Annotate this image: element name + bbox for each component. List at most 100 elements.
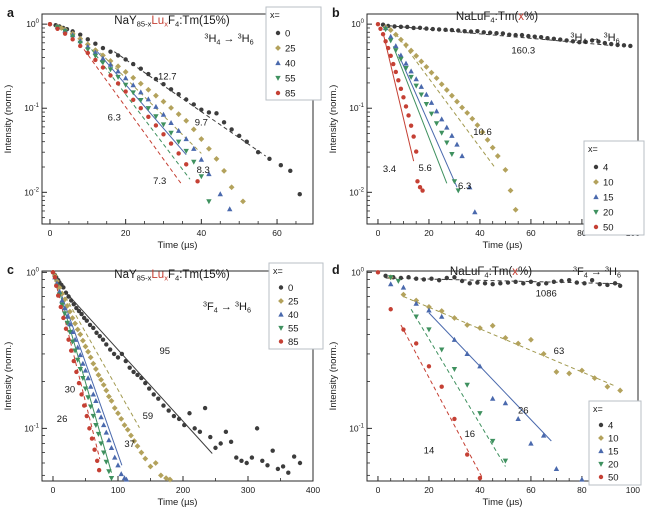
transition-label: 3H4 → 3H6 xyxy=(570,30,619,45)
panel-title: NaY85-xLuxF4:Tm(15%) xyxy=(114,15,230,29)
legend-item-20: 20 xyxy=(593,208,614,219)
y-tick-label: 10-1 xyxy=(24,103,39,113)
panel-letter: d xyxy=(332,263,340,277)
plot-frame xyxy=(41,270,314,482)
lifetime-label: 10.6 xyxy=(473,127,492,138)
series-x25 xyxy=(52,272,173,483)
x-tick-label: 300 xyxy=(241,485,255,495)
plot-frame xyxy=(366,13,639,225)
legend-item-label: 4 xyxy=(603,163,608,174)
x-tick-label: 60 xyxy=(272,228,282,238)
x-tick-label: 20 xyxy=(121,228,131,238)
lifetime-label: 5.6 xyxy=(419,163,432,174)
x-tick-label: 20 xyxy=(424,228,434,238)
legend-header: x= xyxy=(270,10,280,20)
y-tick-label: 100 xyxy=(351,19,364,29)
legend-item-label: 4 xyxy=(608,421,613,432)
fit-line xyxy=(61,290,140,428)
legend-item-25: 25 xyxy=(278,297,299,308)
legend-box xyxy=(588,400,642,486)
fit-line xyxy=(95,47,202,154)
legend-header: x= xyxy=(273,266,283,276)
x-tick-label: 80 xyxy=(577,485,587,495)
panel-title: NaLuF4:Tm(x%) xyxy=(456,11,538,25)
legend-item-label: 10 xyxy=(603,178,614,189)
x-tick-label: 0 xyxy=(51,485,56,495)
x-tick-label: 40 xyxy=(475,485,485,495)
fit-line xyxy=(382,32,415,162)
x-tick-label: 40 xyxy=(197,228,207,238)
legend-item-label: 50 xyxy=(608,473,619,484)
fit-line xyxy=(397,53,458,188)
legend-item-4: 4 xyxy=(598,421,613,432)
legend: x= 4 10 15 20 50 xyxy=(588,400,642,486)
lifetime-label: 1086 xyxy=(536,289,557,300)
series-x55 xyxy=(52,275,115,482)
legend-item-10: 10 xyxy=(598,434,619,445)
lifetime-label: 9.7 xyxy=(195,118,208,129)
legend-item-15: 15 xyxy=(593,193,614,204)
legend-item-label: 55 xyxy=(288,324,299,335)
axes: 0 20 40 60 80 100 100 10-1 xyxy=(349,267,640,495)
series-x50 xyxy=(375,21,425,193)
legend-item-label: 20 xyxy=(603,208,614,219)
series-x20 xyxy=(388,275,509,464)
fit-line xyxy=(114,51,266,157)
legend-item-40: 40 xyxy=(278,310,299,321)
y-axis-title: Intensity (norm.) xyxy=(328,85,339,154)
y-tick-label: 100 xyxy=(351,267,364,277)
x-tick-label: 0 xyxy=(376,485,381,495)
x-tick-label: 80 xyxy=(577,228,587,238)
legend-item-label: 40 xyxy=(288,310,299,321)
legend-item-55: 55 xyxy=(278,324,299,335)
fit-line xyxy=(403,296,616,387)
lifetime-label: 30 xyxy=(65,384,76,395)
y-tick-label: 100 xyxy=(26,267,39,277)
legend-item-0: 0 xyxy=(278,283,293,294)
panel-letter: c xyxy=(7,263,14,277)
lifetime-label: 12.7 xyxy=(158,71,177,82)
plot-frame xyxy=(41,13,314,225)
series-x40 xyxy=(52,274,130,482)
legend-box xyxy=(268,262,324,350)
legend-item-label: 0 xyxy=(288,283,293,294)
x-tick-label: 0 xyxy=(48,228,53,238)
lifetime-label: 6.3 xyxy=(108,113,121,124)
fit-line xyxy=(64,290,213,454)
fit-line xyxy=(83,49,183,186)
legend-item-20: 20 xyxy=(598,460,619,471)
legend-item-10: 10 xyxy=(593,178,614,189)
lifetime-label: 6.3 xyxy=(458,181,471,192)
series-x85 xyxy=(50,270,102,473)
series-x10 xyxy=(387,274,624,394)
legend: x= 0 25 40 55 85 xyxy=(268,262,324,350)
legend-item-label: 20 xyxy=(608,460,619,471)
transition-label: 3H4 → 3H6 xyxy=(204,31,253,46)
x-axis-title: Time (µs) xyxy=(158,240,198,251)
panel-a: 0 20 40 60 100 10-1 10-2 12.7 9.7 8.3 7.3 6.3 x= 0 25 4… xyxy=(3,6,322,251)
fit-line xyxy=(400,324,483,479)
x-tick-label: 60 xyxy=(526,485,536,495)
lifetime-label: 95 xyxy=(160,346,171,357)
lifetime-label: 63 xyxy=(554,346,565,357)
transition-label: 3F4 → 3H6 xyxy=(203,299,251,314)
legend-item-85: 85 xyxy=(278,337,299,348)
legend-item-50: 50 xyxy=(593,223,614,234)
legend-item-50: 50 xyxy=(598,473,619,484)
panel-title: NaY85-xLuxF4:Tm(15%) xyxy=(114,269,230,283)
legend-header: x= xyxy=(593,404,603,414)
plot-frame xyxy=(366,270,639,482)
panel-d: 0 20 40 60 80 100 100 10-1 1086 63 26 16 14 x= 4 10 15 20… xyxy=(328,263,642,508)
legend-item-label: 10 xyxy=(608,434,619,445)
x-tick-label: 100 xyxy=(111,485,125,495)
fit-line xyxy=(392,46,448,184)
legend-item-25: 25 xyxy=(275,44,296,55)
y-tick-label: 10-1 xyxy=(349,103,364,113)
legend-box xyxy=(265,6,322,101)
legend-item-15: 15 xyxy=(598,447,619,458)
panel-letter: b xyxy=(332,6,340,20)
legend-item-55: 55 xyxy=(275,74,296,85)
series-x15 xyxy=(388,281,585,482)
